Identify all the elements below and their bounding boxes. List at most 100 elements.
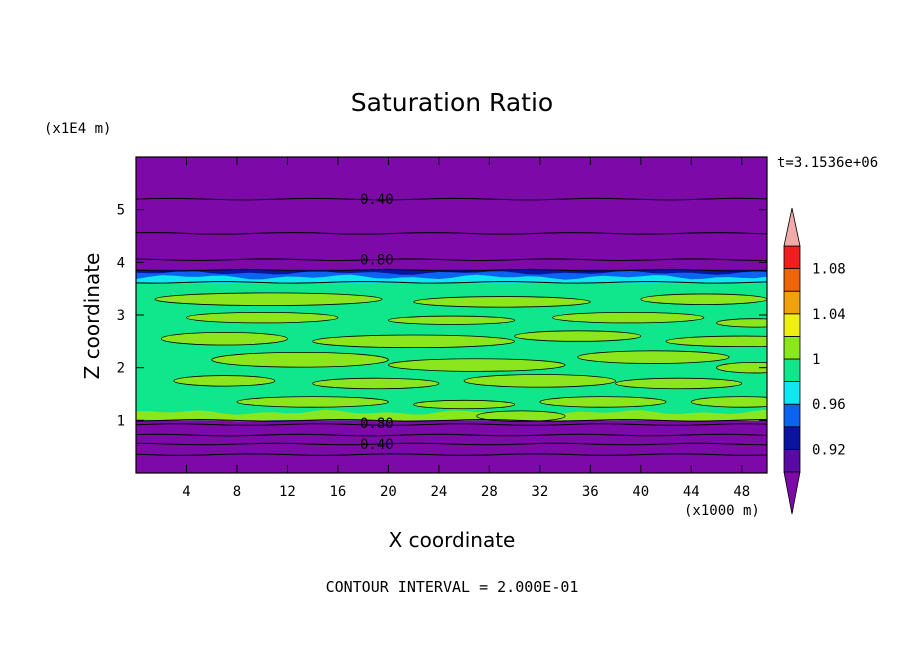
colorbar-over-triangle: [783, 207, 801, 247]
contour-line: [312, 377, 440, 390]
contour-line: [312, 334, 516, 349]
colorbar-tick-label: 1.04: [812, 307, 846, 323]
contour-line: [577, 350, 730, 364]
contour-line: [236, 396, 389, 408]
y-axis-label: Z coordinate: [80, 252, 104, 380]
contour-line: [552, 311, 705, 324]
x-axis-unit: (x1000 m): [684, 503, 760, 519]
y-tick-label: 1: [117, 413, 125, 429]
patch-102: [413, 400, 515, 409]
contour-line: [154, 292, 383, 306]
colorbar: 0.92 0.96 1 1.04 1.08: [783, 207, 846, 515]
x-tick-label: 16: [329, 484, 346, 500]
contour-interval-note: CONTOUR INTERVAL = 2.000E-01: [325, 578, 579, 596]
patch-102: [666, 336, 767, 347]
contour-label: 0.40: [360, 437, 394, 453]
colorbar-swatch: [783, 381, 801, 405]
colorbar-swatch: [783, 290, 801, 315]
patch-102: [161, 332, 288, 346]
layer-100-base: [136, 409, 767, 422]
colorbar-under-triangle: [783, 471, 801, 515]
x-tick-label: 4: [182, 484, 190, 500]
patch-102: [716, 318, 767, 328]
contour-line: [387, 358, 566, 372]
x-tick-label: 12: [279, 484, 296, 500]
patch-102: [211, 352, 389, 368]
x-tick-label: 28: [481, 484, 498, 500]
contour-label: 0.40: [360, 192, 394, 208]
contour-lines: [136, 197, 767, 456]
y-axis: 1 2 3 4 5: [117, 203, 767, 429]
contour-field: [136, 157, 767, 473]
x-tick-label: 20: [380, 484, 397, 500]
patch-102: [413, 296, 591, 308]
x-tick-label: 32: [531, 484, 548, 500]
colorbar-tick-label: 1.08: [812, 262, 846, 278]
patch-102: [691, 396, 767, 408]
colorbar-swatch: [783, 313, 801, 337]
contour-line: [136, 281, 767, 284]
contour-line: [136, 433, 767, 437]
contour-line: [413, 399, 515, 410]
colorbar-swatch: [783, 358, 801, 383]
patch-102: [312, 378, 439, 389]
contour-line: [413, 296, 591, 308]
patch-102: [388, 316, 515, 325]
x-tick-label: 8: [233, 484, 241, 500]
contour-line: [136, 268, 767, 272]
x-tick-label: 48: [733, 484, 750, 500]
patch-102: [577, 350, 730, 364]
patch-102: [514, 330, 641, 342]
contour-line: [716, 362, 767, 374]
patch-102: [640, 293, 767, 305]
contour-line: [136, 258, 767, 262]
y-tick-label: 5: [117, 203, 125, 219]
contour-label: 0.80: [360, 416, 394, 432]
contour-line: [160, 331, 288, 346]
contour-line: [387, 315, 515, 325]
contour-line: [173, 375, 276, 387]
contour-line: [640, 293, 767, 305]
x-axis: 4 8 12 16 20 24 28 32 36 40 44 48: [182, 157, 750, 500]
contour-line: [136, 442, 767, 446]
colorbar-swatch: [783, 335, 801, 360]
patch-102: [154, 292, 383, 306]
contour-line: [136, 418, 767, 422]
x-axis-label: X coordinate: [388, 528, 516, 552]
time-stamp: t=3.1536e+06: [777, 155, 879, 171]
contour-line: [690, 396, 767, 408]
patch-102: [173, 375, 275, 387]
contour-labels: 0.40 0.80 0.80 0.40: [360, 192, 394, 453]
colorbar-tick-label: 0.96: [812, 397, 846, 413]
colorbar-tick-label: 1: [812, 352, 820, 368]
patch-102: [388, 358, 566, 372]
x-tick-label: 36: [582, 484, 599, 500]
patch-102: [716, 362, 767, 373]
contour-line: [514, 330, 642, 342]
contour-line: [136, 423, 767, 426]
contour-line: [539, 396, 667, 408]
patch-102: [186, 312, 338, 323]
colorbar-swatch: [783, 426, 801, 450]
colorbar-swatch: [783, 268, 801, 292]
y-axis-unit: (x1E4 m): [44, 121, 112, 137]
y-tick-label: 3: [117, 308, 125, 324]
colorbar-tick-label: 0.92: [812, 442, 846, 458]
contour-line: [463, 374, 616, 388]
patch-102: [464, 374, 616, 388]
chart-title: Saturation Ratio: [350, 88, 554, 117]
patch-102: [312, 335, 515, 348]
colorbar-swatch: [783, 448, 801, 473]
patch-102: [552, 312, 704, 323]
contour-line: [211, 351, 389, 368]
contour-label: 0.80: [360, 253, 394, 269]
contour-line: [615, 377, 743, 390]
contour-line: [716, 318, 767, 328]
contour-line: [136, 453, 767, 456]
colorbar-swatch: [783, 245, 801, 270]
contour-line: [665, 335, 767, 347]
colorbar-swatch: [783, 403, 801, 428]
patch-102: [539, 396, 667, 408]
x-tick-label: 44: [683, 484, 700, 500]
